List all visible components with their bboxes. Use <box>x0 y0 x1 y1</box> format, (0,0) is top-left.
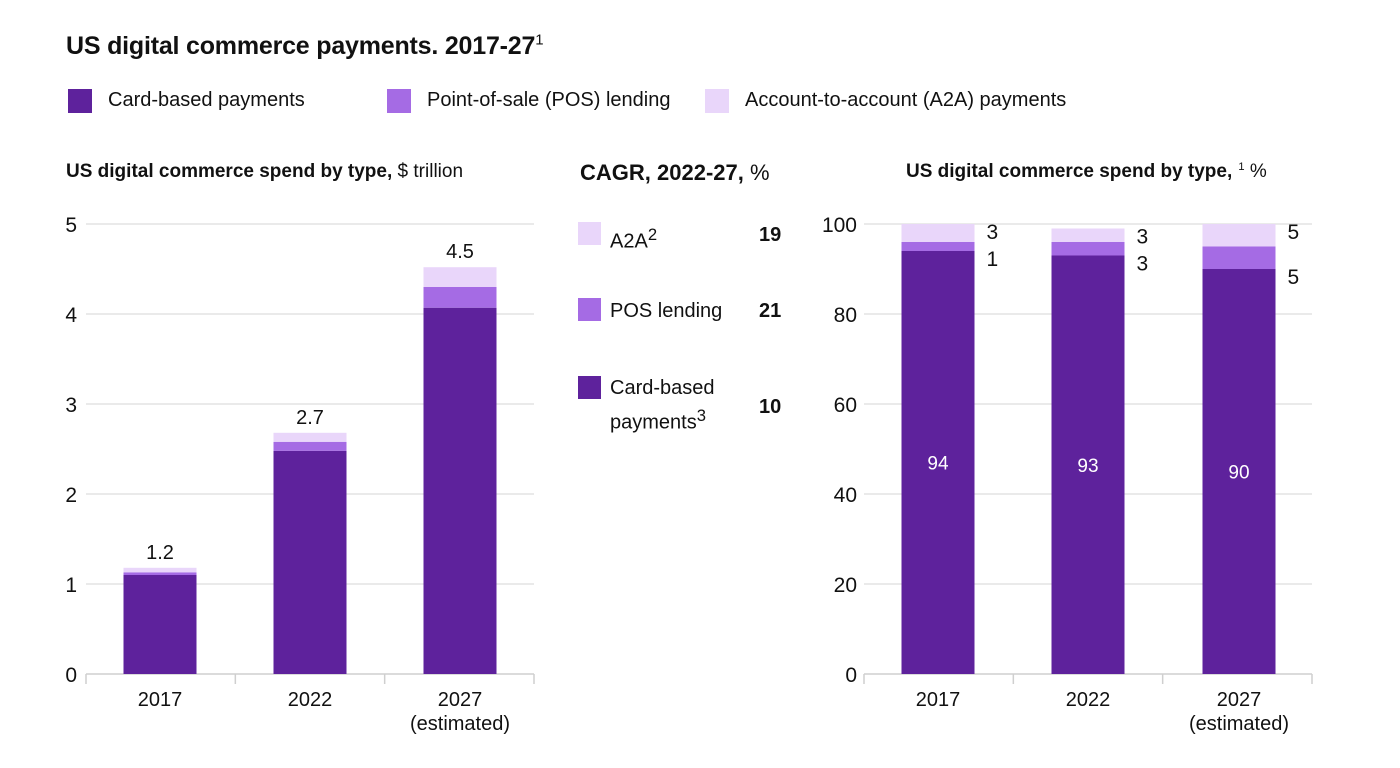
bar-segment <box>273 450 347 674</box>
bar-segment <box>123 567 197 573</box>
bar-segment <box>423 307 497 674</box>
legend-label-card: Card-based payments <box>108 89 305 111</box>
bar-segment <box>423 267 497 287</box>
x-tick-label: 2022 <box>288 689 333 711</box>
y-tick-label: 0 <box>845 664 857 687</box>
legend-swatch-a2a <box>705 89 729 113</box>
x-tick-label: 2017 <box>916 689 961 711</box>
data-label: 3 <box>987 221 999 244</box>
y-tick-label: 4 <box>65 304 77 327</box>
legend-swatch-card <box>68 89 92 113</box>
bar-segment <box>1051 255 1125 674</box>
cagr-label-a2a: A2A2 <box>610 225 658 253</box>
cagr-label-card: Card-based payments3 <box>610 377 715 434</box>
y-tick-label: 20 <box>834 574 857 597</box>
legend-swatch-pos <box>387 89 411 113</box>
x-tick-label: 2017 <box>138 689 183 711</box>
cagr-value-pos: 21 <box>759 300 782 322</box>
y-tick-label: 1 <box>65 574 77 597</box>
bar-segment <box>273 432 347 442</box>
total-label: 1.2 <box>146 542 174 564</box>
x-tick-label: 2027 <box>1217 689 1262 711</box>
bar-segment <box>1202 224 1276 247</box>
x-tick-label: (estimated) <box>410 713 510 735</box>
cagr-swatch-pos <box>578 298 601 321</box>
y-tick-label: 0 <box>65 664 77 687</box>
total-label: 4.5 <box>446 241 474 263</box>
legend-label-pos: Point-of-sale (POS) lending <box>427 89 671 111</box>
data-label: 93 <box>1077 456 1098 477</box>
bar-segment <box>123 575 197 674</box>
cagr-heading: CAGR, 2022-27, % <box>580 160 770 185</box>
chart-left-title: US digital commerce spend by type, $ tri… <box>66 161 464 182</box>
data-label: 94 <box>927 454 949 475</box>
data-label: 3 <box>1137 226 1149 249</box>
bar-segment <box>423 287 497 308</box>
cagr-value-card: 10 <box>759 396 782 418</box>
bar-segment <box>901 224 975 242</box>
figure-title: US digital commerce payments. 2017-271 <box>66 31 544 60</box>
legend-label-a2a: Account-to-account (A2A) payments <box>745 89 1067 111</box>
bar-segment <box>1202 269 1276 674</box>
y-tick-label: 5 <box>65 214 77 237</box>
y-tick-label: 100 <box>822 214 857 237</box>
data-label: 5 <box>1288 221 1300 244</box>
bar-segment <box>1051 228 1125 242</box>
bar-segment <box>901 242 975 251</box>
cagr-swatch-card <box>578 376 601 399</box>
y-tick-label: 2 <box>65 484 77 507</box>
y-tick-label: 80 <box>834 304 857 327</box>
bar-segment <box>1202 246 1276 269</box>
bar-segment <box>123 572 197 575</box>
total-label: 2.7 <box>296 407 324 429</box>
data-label: 1 <box>987 248 999 271</box>
y-tick-label: 40 <box>834 484 857 507</box>
bar-segment <box>1051 242 1125 256</box>
bar-segment <box>273 441 347 451</box>
cagr-swatch-a2a <box>578 222 601 245</box>
y-tick-label: 3 <box>65 394 77 417</box>
data-label: 3 <box>1137 253 1149 276</box>
x-tick-label: 2022 <box>1066 689 1111 711</box>
x-tick-label: (estimated) <box>1189 713 1289 735</box>
cagr-label-pos: POS lending <box>610 300 723 322</box>
chart-right-title: US digital commerce spend by type, 1 % <box>906 160 1267 182</box>
bar-segment <box>901 251 975 674</box>
x-tick-label: 2027 <box>438 689 483 711</box>
data-label: 90 <box>1228 463 1249 484</box>
y-tick-label: 60 <box>834 394 857 417</box>
cagr-value-a2a: 19 <box>759 224 782 246</box>
data-label: 5 <box>1288 266 1300 289</box>
